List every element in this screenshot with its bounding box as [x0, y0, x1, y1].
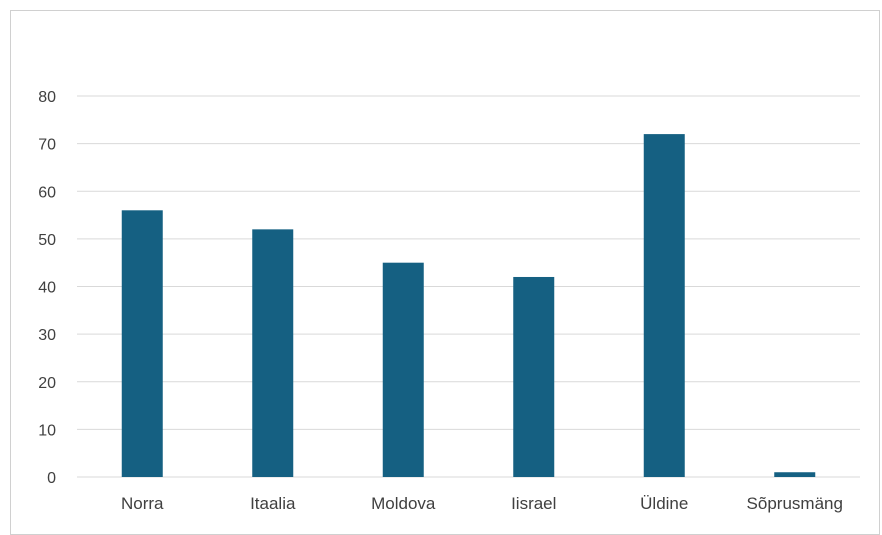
y-tick-label: 10 [38, 422, 56, 439]
y-tick-label: 80 [38, 89, 56, 106]
bar-5 [774, 472, 816, 477]
y-tick-label: 70 [38, 137, 56, 154]
x-category-label: Itaalia [250, 494, 296, 513]
bar-4 [643, 134, 685, 477]
x-category-label: Sõprusmäng [747, 494, 843, 513]
gridlines [77, 95, 860, 478]
bar-0 [121, 210, 163, 478]
y-tick-label: 60 [38, 184, 56, 201]
x-category-label: Moldova [371, 494, 436, 513]
y-tick-label: 30 [38, 327, 56, 344]
x-category-label: Üldine [640, 494, 688, 513]
y-tick-label: 40 [38, 280, 56, 297]
x-category-label: Norra [121, 494, 164, 513]
x-axis-labels: Norra Itaalia Moldova Iisrael Üldine Sõprusmä… [121, 494, 843, 513]
x-category-label: Iisrael [511, 494, 556, 513]
bars [121, 134, 816, 478]
bar-1 [252, 229, 294, 477]
y-axis-ticks: 0 10 20 30 40 50 60 70 80 [38, 89, 56, 487]
y-tick-label: 0 [47, 470, 56, 487]
bar-3 [513, 276, 555, 477]
y-tick-label: 50 [38, 232, 56, 249]
bar-2 [382, 262, 424, 477]
y-tick-label: 20 [38, 375, 56, 392]
